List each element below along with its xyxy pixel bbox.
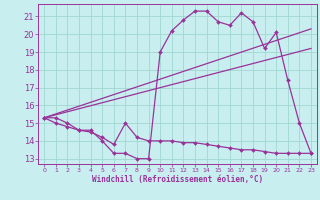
- X-axis label: Windchill (Refroidissement éolien,°C): Windchill (Refroidissement éolien,°C): [92, 175, 263, 184]
